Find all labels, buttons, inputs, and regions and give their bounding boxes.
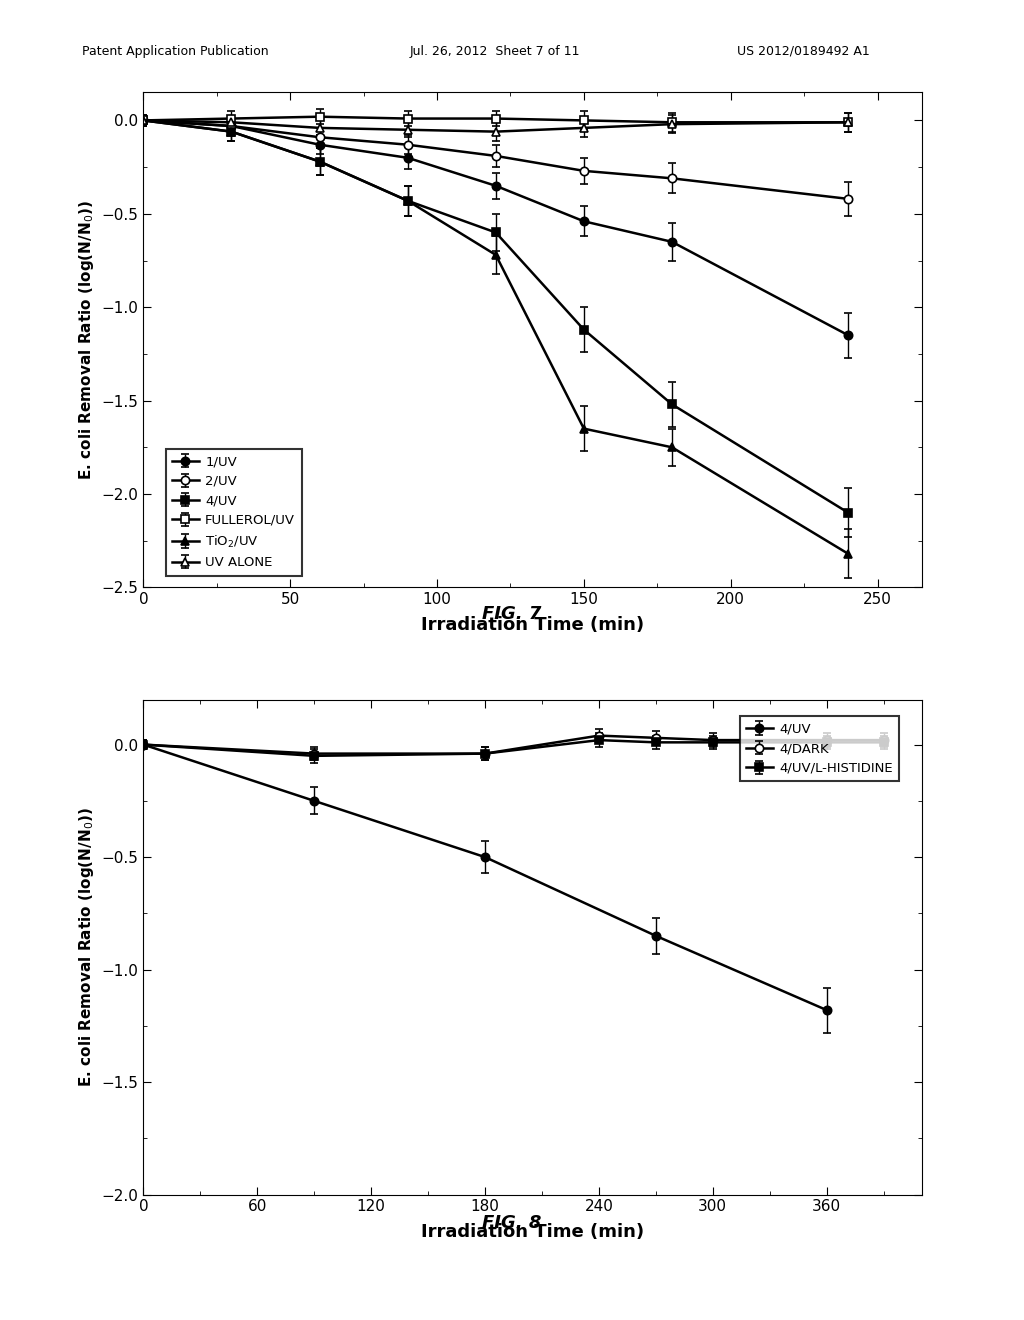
- Text: FIG. 7: FIG. 7: [482, 605, 542, 623]
- X-axis label: Irradiation Time (min): Irradiation Time (min): [421, 1222, 644, 1241]
- Text: FIG. 8: FIG. 8: [482, 1214, 542, 1233]
- Y-axis label: E. coli Removal Ratio (log(N/N$_0$)): E. coli Removal Ratio (log(N/N$_0$)): [77, 807, 96, 1088]
- X-axis label: Irradiation Time (min): Irradiation Time (min): [421, 615, 644, 634]
- Y-axis label: E. coli Removal Ratio (log(N/N$_0$)): E. coli Removal Ratio (log(N/N$_0$)): [77, 199, 96, 480]
- Text: Jul. 26, 2012  Sheet 7 of 11: Jul. 26, 2012 Sheet 7 of 11: [410, 45, 581, 58]
- Legend: 1/UV, 2/UV, 4/UV, FULLEROL/UV, TiO$_2$/UV, UV ALONE: 1/UV, 2/UV, 4/UV, FULLEROL/UV, TiO$_2$/U…: [166, 449, 302, 576]
- Text: US 2012/0189492 A1: US 2012/0189492 A1: [737, 45, 870, 58]
- Legend: 4/UV, 4/DARK, 4/UV/L-HISTIDINE: 4/UV, 4/DARK, 4/UV/L-HISTIDINE: [739, 715, 899, 781]
- Text: Patent Application Publication: Patent Application Publication: [82, 45, 268, 58]
